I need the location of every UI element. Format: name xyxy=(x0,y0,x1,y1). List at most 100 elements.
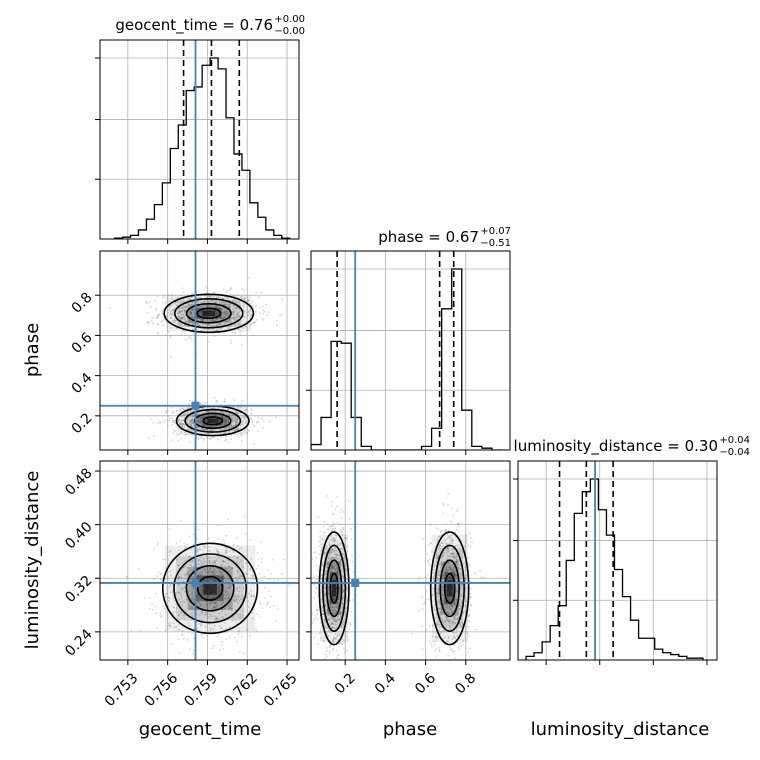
sample-point xyxy=(192,320,195,323)
sample-point xyxy=(331,556,334,559)
sample-point xyxy=(219,425,221,427)
sample-point xyxy=(206,323,209,326)
sample-point xyxy=(200,423,202,426)
sample-point xyxy=(192,421,195,424)
sample-point xyxy=(327,669,329,671)
sample-point xyxy=(196,419,199,422)
sample-point xyxy=(249,324,252,326)
sample-point xyxy=(334,578,337,581)
sample-point xyxy=(197,307,200,310)
sample-point xyxy=(246,596,248,599)
sample-point xyxy=(191,415,194,418)
sample-point xyxy=(270,595,272,598)
sample-point xyxy=(180,316,182,319)
sample-point xyxy=(317,516,320,518)
sample-point xyxy=(173,421,176,424)
sample-point xyxy=(342,526,345,529)
sample-point xyxy=(340,611,343,614)
sample-point xyxy=(172,429,175,432)
sample-point xyxy=(332,566,335,569)
sample-point xyxy=(347,500,350,502)
sample-point xyxy=(152,548,155,550)
sample-point xyxy=(455,560,458,563)
sample-point xyxy=(463,605,466,608)
sample-point xyxy=(191,302,193,305)
sample-point xyxy=(451,552,454,555)
sample-point xyxy=(200,408,203,410)
sample-point xyxy=(178,576,180,579)
histogram-step xyxy=(525,478,704,660)
sample-point xyxy=(450,555,453,558)
sample-point xyxy=(468,613,471,616)
sample-point xyxy=(333,523,336,525)
sample-point xyxy=(214,414,216,417)
sample-point xyxy=(206,568,209,570)
sample-point xyxy=(228,311,231,314)
sample-point xyxy=(337,604,340,607)
sample-point xyxy=(213,620,216,622)
sample-point xyxy=(226,312,228,315)
sample-point xyxy=(155,592,157,595)
sample-point xyxy=(175,301,178,303)
sample-point xyxy=(189,648,191,651)
sample-point xyxy=(457,646,460,649)
sample-point xyxy=(220,571,223,574)
sample-point xyxy=(214,606,217,608)
sample-point xyxy=(168,528,171,531)
y-tick-label: 0.4 xyxy=(69,370,96,397)
sample-point xyxy=(454,657,457,660)
sample-point xyxy=(345,607,347,609)
sample-point xyxy=(266,314,268,317)
sample-point xyxy=(233,324,236,327)
sample-point xyxy=(281,572,283,575)
sample-point xyxy=(233,317,235,319)
sample-point xyxy=(264,310,267,313)
sample-point xyxy=(188,556,190,558)
density-shading xyxy=(163,293,255,437)
sample-point xyxy=(235,306,238,309)
sample-point xyxy=(221,297,224,300)
sample-point xyxy=(320,574,323,577)
sample-point xyxy=(203,301,205,303)
sample-point xyxy=(186,412,189,415)
sample-point xyxy=(337,618,340,621)
sample-point xyxy=(458,648,461,651)
sample-point xyxy=(332,556,335,559)
sample-point xyxy=(334,552,337,555)
sample-point xyxy=(225,419,228,422)
sample-point xyxy=(329,644,332,646)
density-cell xyxy=(202,310,216,317)
sample-point xyxy=(336,615,339,618)
sample-point xyxy=(202,558,205,560)
sample-point xyxy=(242,652,245,655)
sample-point xyxy=(203,300,206,303)
sample-point xyxy=(330,627,333,629)
sample-point xyxy=(247,299,250,302)
sample-point xyxy=(175,432,178,435)
sample-point xyxy=(205,291,208,294)
sample-point xyxy=(168,299,171,302)
sample-point xyxy=(333,619,336,621)
sample-point xyxy=(219,425,222,427)
sample-point xyxy=(346,597,349,600)
sample-point xyxy=(191,597,194,599)
sample-point xyxy=(224,303,227,306)
sample-point xyxy=(343,537,346,539)
sample-point xyxy=(334,568,336,571)
sample-point xyxy=(161,312,164,315)
sample-point xyxy=(230,414,233,417)
sample-point xyxy=(169,550,172,552)
sample-point xyxy=(265,303,268,306)
sample-point xyxy=(199,419,202,421)
sample-point xyxy=(261,607,264,610)
sample-point xyxy=(346,599,348,602)
sample-point xyxy=(218,300,221,303)
sample-point xyxy=(329,573,332,576)
sample-point xyxy=(216,550,219,553)
sample-point xyxy=(327,612,330,614)
sample-point xyxy=(245,409,248,412)
sample-point xyxy=(183,316,186,319)
x-tick-label: 0.4 xyxy=(372,670,399,697)
sample-point xyxy=(171,294,173,297)
sample-point xyxy=(335,619,338,622)
